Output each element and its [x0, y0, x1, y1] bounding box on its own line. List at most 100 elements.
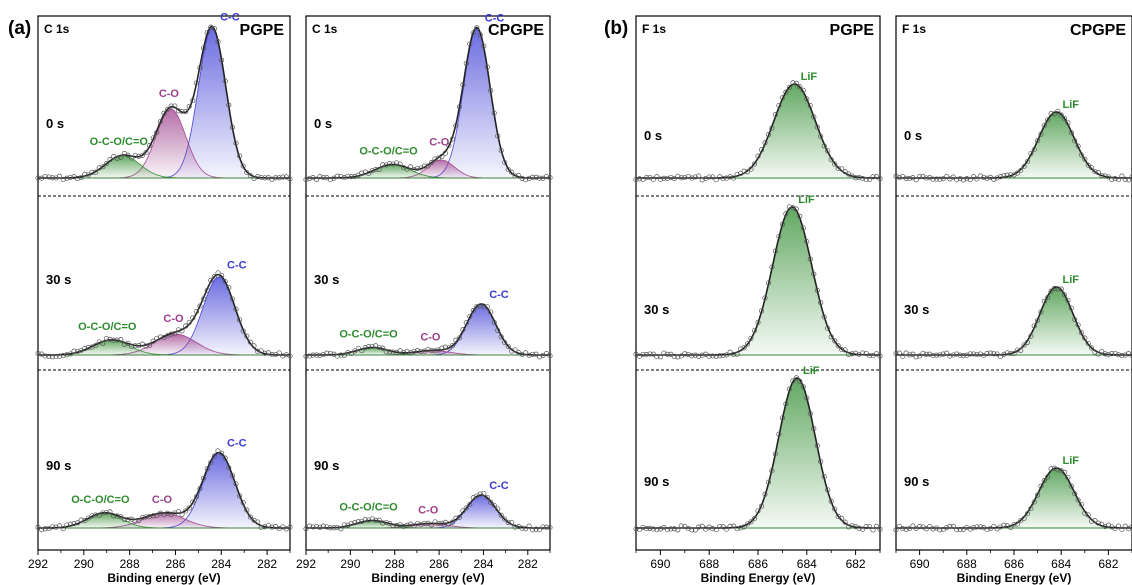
data-point	[352, 520, 358, 526]
data-point	[1119, 173, 1125, 179]
data-point	[1024, 158, 1031, 165]
peak-c-c	[306, 27, 550, 179]
data-point	[1129, 524, 1132, 530]
data-point	[804, 239, 810, 245]
data-point	[442, 344, 448, 350]
data-point	[139, 515, 145, 521]
data-point	[179, 511, 185, 517]
data-point	[689, 527, 695, 533]
data-point	[657, 526, 663, 532]
data-point	[547, 353, 553, 359]
plot-frame	[305, 15, 551, 551]
subplot-c1s-pgpe: C 1s PGPE 0 s C-C C-O O-C-O/C=O 30 s C-C C-O O-C-…	[28, 12, 293, 585]
data-point	[348, 350, 354, 357]
data-point	[1001, 351, 1007, 357]
data-point	[530, 351, 536, 357]
data-point	[984, 351, 990, 357]
data-point	[772, 248, 778, 254]
data-point	[1041, 122, 1047, 129]
data-point	[860, 350, 866, 356]
data-point	[303, 177, 309, 183]
data-point	[418, 521, 424, 528]
data-point	[477, 32, 483, 38]
data-point	[1004, 350, 1010, 356]
data-point	[183, 323, 189, 329]
data-point	[456, 104, 462, 110]
data-point	[828, 334, 834, 340]
data-point	[863, 524, 869, 530]
data-point	[860, 176, 866, 182]
data-point	[633, 177, 639, 183]
data-point	[793, 375, 799, 381]
data-point	[57, 173, 63, 179]
time-label: 30 s	[314, 272, 339, 287]
data-point	[917, 524, 923, 530]
data-point	[828, 498, 834, 504]
data-point	[991, 351, 997, 357]
data-point	[366, 170, 372, 177]
data-point	[215, 39, 221, 45]
data-point	[1001, 173, 1007, 179]
x-tick-label: 290	[340, 557, 360, 571]
data-point	[727, 174, 733, 180]
data-point	[839, 166, 845, 172]
data-point	[310, 352, 316, 358]
data-point	[103, 161, 109, 167]
data-point	[893, 350, 899, 357]
data-point	[825, 325, 831, 331]
data-point	[226, 102, 232, 108]
data-point	[1051, 285, 1058, 291]
data-point	[453, 123, 459, 129]
data-point	[484, 494, 490, 501]
data-point	[744, 341, 751, 347]
peak-label: LiF	[801, 71, 818, 83]
peak-label: LiF	[1063, 274, 1080, 286]
data-point	[432, 348, 438, 354]
data-point	[49, 175, 55, 181]
peak-label: LiF	[1063, 455, 1080, 467]
data-point	[664, 351, 670, 357]
data-point	[790, 80, 796, 86]
data-point	[811, 114, 817, 120]
time-label: 0 s	[644, 128, 662, 143]
data-point	[474, 25, 480, 31]
data-point	[262, 524, 268, 530]
data-point	[738, 170, 744, 176]
data-point	[1122, 352, 1128, 358]
data-point	[114, 337, 120, 343]
data-point	[977, 524, 983, 530]
x-tick-label: 684	[1051, 557, 1071, 571]
data-point	[530, 527, 536, 533]
data-point	[222, 278, 228, 285]
data-point	[636, 176, 643, 182]
data-point	[748, 519, 754, 525]
data-point	[107, 509, 113, 515]
data-point	[842, 169, 848, 175]
data-point	[896, 350, 902, 356]
data-point	[769, 264, 775, 270]
data-point	[1095, 170, 1101, 176]
data-point	[954, 351, 960, 357]
data-point	[219, 272, 225, 278]
data-point	[118, 514, 124, 520]
data-point	[262, 350, 268, 356]
data-point	[530, 174, 536, 180]
data-point	[758, 147, 765, 153]
data-point	[650, 526, 656, 532]
data-point	[1115, 352, 1122, 358]
data-point	[1014, 521, 1020, 527]
data-point	[201, 45, 207, 51]
data-point	[345, 350, 351, 356]
data-point	[647, 351, 653, 357]
data-point	[699, 177, 705, 183]
x-tick-label: 288	[385, 557, 405, 571]
data-point	[1126, 177, 1132, 183]
data-point	[495, 133, 501, 139]
data-point	[179, 108, 185, 115]
peak-label: C-O	[159, 88, 180, 100]
data-point	[842, 347, 848, 353]
data-point	[287, 524, 293, 530]
data-point	[1119, 353, 1125, 359]
x-tick-label: 284	[473, 557, 493, 571]
x-tick-label: 688	[957, 557, 977, 571]
